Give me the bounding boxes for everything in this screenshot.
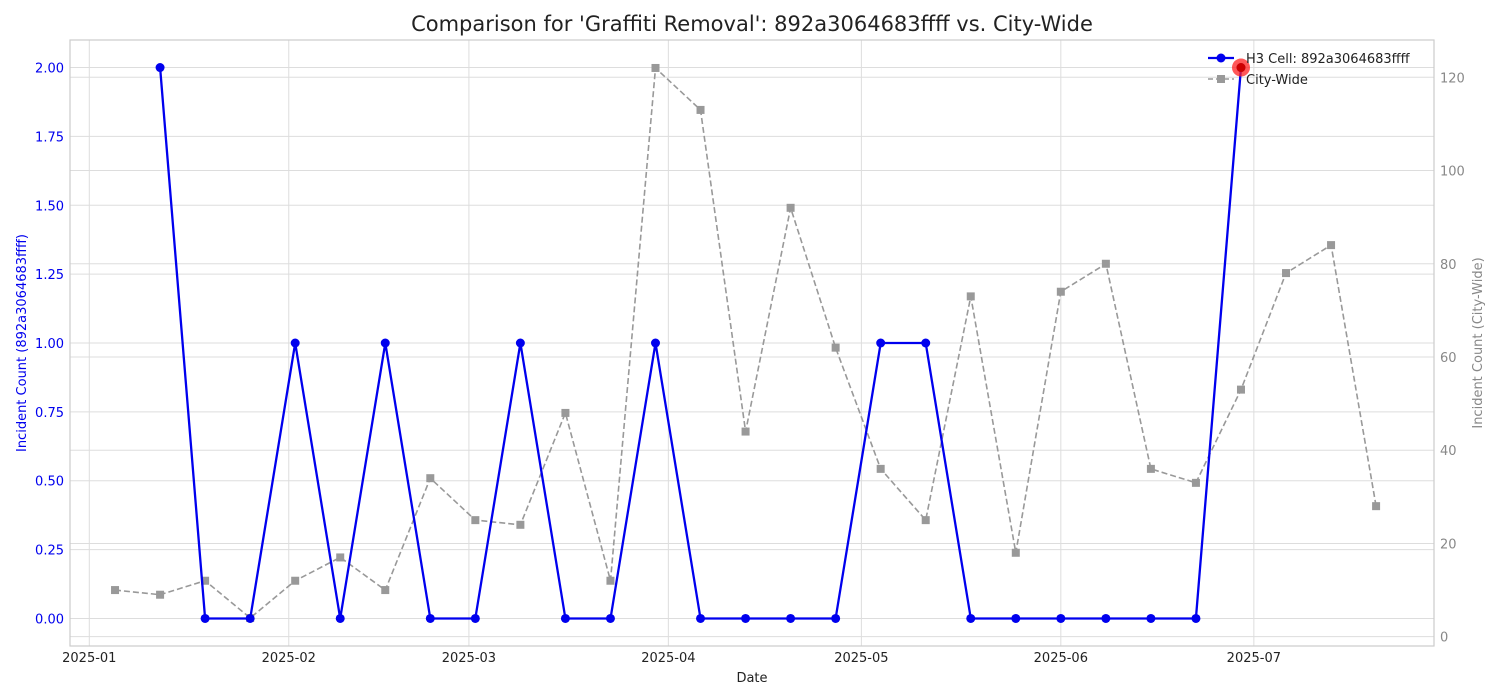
data-point (1282, 269, 1291, 278)
data-point (426, 474, 435, 483)
data-point (245, 613, 255, 623)
legend-marker-h3-cell (1216, 53, 1226, 63)
data-point (1236, 385, 1245, 394)
data-point (291, 576, 300, 585)
data-point (561, 408, 570, 417)
y-tick-label-right: 20 (1440, 537, 1457, 552)
data-point (651, 63, 660, 72)
x-tick-label: 2025-02 (262, 651, 316, 666)
data-point (786, 203, 795, 212)
data-point (560, 613, 570, 623)
plot-frame (69, 39, 1435, 647)
data-point (921, 516, 930, 525)
data-point (471, 516, 480, 525)
data-point (876, 464, 885, 473)
y-tick-label-left: 0.75 (35, 406, 64, 421)
x-tick-label: 2025-01 (62, 651, 116, 666)
y-tick-label-left: 0.50 (35, 475, 64, 490)
data-point (200, 613, 210, 623)
data-point (425, 613, 435, 623)
data-point (831, 613, 841, 623)
data-point (1056, 613, 1066, 623)
y-tick-label-left: 1.50 (35, 199, 64, 214)
data-point (741, 613, 751, 623)
y-tick-label-left: 1.75 (35, 130, 64, 145)
data-point (650, 338, 660, 348)
y-tick-label-left: 2.00 (35, 62, 64, 77)
highlight-point-center (1236, 63, 1246, 73)
y-tick-label-right: 0 (1440, 631, 1448, 646)
data-point (111, 586, 120, 595)
data-point (741, 427, 750, 436)
data-point (1191, 478, 1200, 487)
data-point (1011, 613, 1021, 623)
data-point (605, 613, 615, 623)
data-point (470, 613, 480, 623)
data-point (1011, 548, 1020, 557)
y-axis-title-right: Incident Count (City-Wide) (1471, 257, 1486, 428)
legend-marker-city-wide (1217, 75, 1225, 83)
x-tick-label: 2025-07 (1227, 651, 1281, 666)
data-point (515, 338, 525, 348)
data-point (696, 613, 706, 623)
data-point (336, 553, 345, 562)
x-tick-label: 2025-04 (641, 651, 695, 666)
y-tick-label-right: 100 (1440, 165, 1465, 180)
x-tick-label: 2025-03 (442, 651, 496, 666)
data-point (1146, 613, 1156, 623)
data-point (1191, 613, 1201, 623)
data-point (966, 613, 976, 623)
data-point (156, 590, 165, 599)
data-point (966, 292, 975, 301)
data-point (1372, 502, 1381, 511)
data-point (516, 520, 525, 529)
data-point (786, 613, 796, 623)
legend-label-city-wide: City-Wide (1246, 73, 1308, 88)
data-point (1146, 464, 1155, 473)
data-point (831, 343, 840, 352)
x-tick-label: 2025-05 (834, 651, 888, 666)
data-point (606, 576, 615, 585)
data-point (876, 338, 886, 348)
chart-title: Comparison for 'Graffiti Removal': 892a3… (411, 12, 1093, 36)
y-tick-label-left: 1.25 (35, 268, 64, 283)
legend: H3 Cell: 892a3064683ffff City-Wide (1208, 52, 1411, 88)
y-tick-label-left: 0.00 (35, 612, 64, 627)
data-point (335, 613, 345, 623)
data-point (380, 338, 390, 348)
data-point (921, 338, 931, 348)
x-axis-title: Date (736, 671, 767, 686)
y-tick-label-right: 80 (1440, 258, 1457, 273)
data-point (290, 338, 300, 348)
data-point (201, 576, 210, 585)
ticks: 2025-01 2025-02 2025-03 2025-04 2025-05 2025-… (35, 62, 1465, 666)
series-layer (111, 58, 1381, 623)
legend-label-h3-cell: H3 Cell: 892a3064683ffff (1246, 52, 1411, 67)
data-point (1101, 259, 1110, 268)
y-tick-label-left: 0.25 (35, 544, 64, 559)
data-point (1327, 241, 1336, 250)
y-tick-label-right: 120 (1440, 71, 1465, 86)
data-point (696, 105, 705, 114)
data-point (381, 586, 390, 595)
y-axis-title-left: Incident Count (892a3064683ffff) (15, 234, 30, 452)
data-point (1101, 613, 1111, 623)
data-point (155, 63, 165, 73)
y-tick-label-right: 60 (1440, 351, 1457, 366)
y-tick-label-left: 1.00 (35, 337, 64, 352)
data-point (1056, 287, 1065, 296)
x-tick-label: 2025-06 (1034, 651, 1088, 666)
y-tick-label-right: 40 (1440, 444, 1457, 459)
